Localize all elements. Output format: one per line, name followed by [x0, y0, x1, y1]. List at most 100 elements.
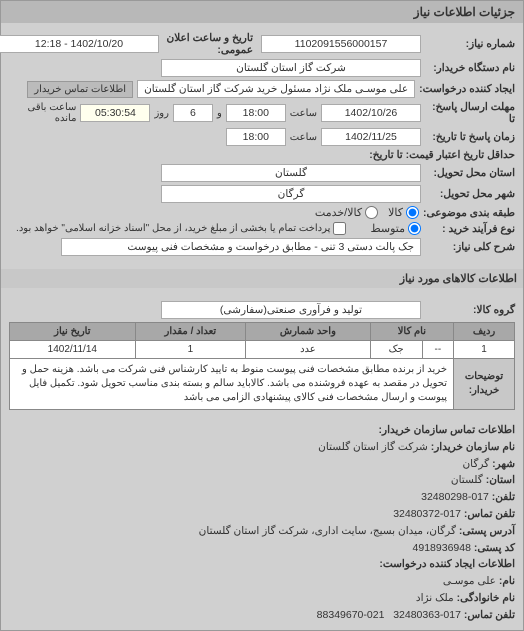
row-group: گروه کالا: تولید و فرآوری صنعتی(سفارشی) [9, 301, 515, 319]
cell-unit: عدد [246, 341, 371, 359]
row-detail-date: زمان پاسخ تا تاریخ: 1402/11/25 ساعت 18:0… [9, 128, 515, 146]
level-label: نوع فرآیند خرید : [425, 223, 515, 235]
creator-phone2: 021-88349670 [317, 609, 385, 621]
auction-label: حداقل تاریخ اعتبار قیمت: تا تاریخ: [369, 149, 515, 161]
remaining-label: ساعت باقی مانده [9, 102, 76, 124]
th-name: نام کالا [370, 323, 453, 341]
creator-section-title: اطلاعات ایجاد کننده درخواست: [9, 556, 515, 573]
contact-province: گلستان [451, 474, 483, 486]
contact-block: اطلاعات تماس سازمان خریدار: نام سازمان خ… [1, 416, 523, 630]
items-section: گروه کالا: تولید و فرآوری صنعتی(سفارشی) … [1, 292, 523, 416]
contact-postal-label: کد پستی: [474, 542, 515, 554]
th-qty: تعداد / مقدار [135, 323, 245, 341]
contact-phone: 017-32480372 [393, 508, 461, 520]
contact-province-line: استان: گلستان [9, 472, 515, 489]
remaining-time: 05:30:54 [80, 104, 150, 122]
days-value: 6 [173, 104, 213, 122]
detail-until-label: زمان پاسخ تا تاریخ: [425, 131, 515, 143]
radio-medium-input[interactable] [408, 222, 421, 235]
items-section-title: اطلاعات کالاهای مورد نیاز [1, 269, 523, 288]
desc-value: جک پالت دستی 3 تنی - مطابق درخواست و مشخ… [61, 238, 421, 256]
main-panel: جزئیات اطلاعات نیاز شماره نیاز: 11020915… [0, 0, 524, 631]
payment-checkbox[interactable]: پرداخت تمام یا بخشی از مبلغ خرید، از محل… [16, 222, 346, 235]
note-label: توضیحات خریدار: [454, 359, 515, 410]
contact-address: گرگان، میدان بسیج، سایت اداری، شرکت گاز … [199, 525, 456, 537]
radio-goods-input[interactable] [406, 206, 419, 219]
radio-goods[interactable]: کالا [388, 206, 419, 219]
cell-date: 1402/11/14 [10, 341, 136, 359]
contact-postal-line: کد پستی: 4918936948 [9, 540, 515, 557]
th-unit: واحد شمارش [246, 323, 371, 341]
group-value: تولید و فرآوری صنعتی(سفارشی) [161, 301, 421, 319]
creator-phone: 017-32480363 [393, 609, 461, 621]
contact-info-button[interactable]: اطلاعات تماس خریدار [27, 81, 133, 98]
cell-name: جک [370, 341, 422, 359]
row-city: شهر محل تحویل: گرگان [9, 185, 515, 203]
table-header-row: ردیف نام کالا واحد شمارش تعداد / مقدار ت… [10, 323, 515, 341]
contact-phone-line: تلفن تماس: 017-32480372 [9, 506, 515, 523]
cell-qty: 1 [135, 341, 245, 359]
contact-city-label: شهر: [492, 458, 515, 470]
detail-time: 18:00 [226, 128, 286, 146]
note-row: توضیحات خریدار: خرید از برنده مطابق مشخص… [10, 359, 515, 410]
deadline-label: مهلت ارسال پاسخ: تا [425, 101, 515, 125]
contact-address-line: آدرس پستی: گرگان، میدان بسیج، سایت اداری… [9, 523, 515, 540]
days-unit: روز [154, 108, 169, 119]
deadline-date: 1402/10/26 [321, 104, 421, 122]
level-radio-group: متوسط [370, 222, 421, 235]
creator-name-label: نام: [499, 575, 515, 587]
cell-code: -- [422, 341, 453, 359]
request-number-label: شماره نیاز: [425, 38, 515, 50]
time-label-2: ساعت [290, 132, 317, 143]
row-request-number: شماره نیاز: 1102091556000157 تاریخ و ساع… [9, 32, 515, 56]
row-deadline: مهلت ارسال پاسخ: تا 1402/10/26 ساعت 18:0… [9, 101, 515, 125]
row-buyer-org: نام دستگاه خریدار: شرکت گاز استان گلستان [9, 59, 515, 77]
detail-date: 1402/11/25 [321, 128, 421, 146]
days-and: و [217, 108, 222, 119]
payment-label: پرداخت تمام یا بخشی از مبلغ خرید، از محل… [16, 223, 330, 234]
radio-medium[interactable]: متوسط [370, 222, 421, 235]
row-desc: شرح کلی نیاز: جک پالت دستی 3 تنی - مطابق… [9, 238, 515, 256]
radio-service[interactable]: کالا/خدمت [315, 206, 378, 219]
row-province: استان محل تحویل: گلستان [9, 164, 515, 182]
city-label: شهر محل تحویل: [425, 188, 515, 200]
th-date: تاریخ نیاز [10, 323, 136, 341]
time-label-1: ساعت [290, 108, 317, 119]
city-value: گرگان [161, 185, 421, 203]
contact-city: گرگان [462, 458, 489, 470]
contact-address-label: آدرس پستی: [459, 525, 515, 537]
contact-province-label: استان: [486, 474, 515, 486]
row-commodity-type: طبقه بندی موضوعی: کالا کالا/خدمت [9, 206, 515, 219]
cell-idx: 1 [454, 341, 515, 359]
request-number-value: 1102091556000157 [261, 35, 421, 53]
panel-title: جزئیات اطلاعات نیاز [414, 5, 515, 19]
province-label: استان محل تحویل: [425, 167, 515, 179]
panel-header: جزئیات اطلاعات نیاز [1, 1, 523, 23]
creator-name: علی موسـی [443, 575, 496, 587]
contact-postal: 4918936948 [413, 542, 471, 554]
province-value: گلستان [161, 164, 421, 182]
group-label: گروه کالا: [425, 304, 515, 316]
requester-label: ایجاد کننده درخواست: [419, 83, 515, 95]
contact-org: شرکت گاز استان گلستان [318, 441, 428, 453]
public-announce-value: 1402/10/20 - 12:18 [0, 35, 159, 53]
contact-zip-line: تلفن: 017-32480298 [9, 489, 515, 506]
radio-service-input[interactable] [365, 206, 378, 219]
desc-label: شرح کلی نیاز: [425, 241, 515, 253]
contact-title: اطلاعات تماس سازمان خریدار: [9, 422, 515, 439]
info-section: شماره نیاز: 1102091556000157 تاریخ و ساع… [1, 23, 523, 265]
radio-goods-label: کالا [388, 206, 403, 219]
requester-value: علی موسـی ملک نژاد مسئول خرید شرکت گاز ا… [137, 80, 415, 98]
row-level: نوع فرآیند خرید : متوسط پرداخت تمام یا ب… [9, 222, 515, 235]
buyer-org-value: شرکت گاز استان گلستان [161, 59, 421, 77]
creator-family-label: نام خانوادگی: [457, 592, 515, 604]
contact-zip: 017-32480298 [421, 491, 489, 503]
contact-phone-label: تلفن تماس: [464, 508, 515, 520]
deadline-time: 18:00 [226, 104, 286, 122]
buyer-org-label: نام دستگاه خریدار: [425, 62, 515, 74]
payment-checkbox-input[interactable] [333, 222, 346, 235]
note-text: خرید از برنده مطابق مشخصات فنی پیوست منو… [10, 359, 454, 410]
creator-phone-label: تلفن تماس: [464, 609, 515, 621]
contact-city-line: شهر: گرگان [9, 456, 515, 473]
th-row: ردیف [454, 323, 515, 341]
